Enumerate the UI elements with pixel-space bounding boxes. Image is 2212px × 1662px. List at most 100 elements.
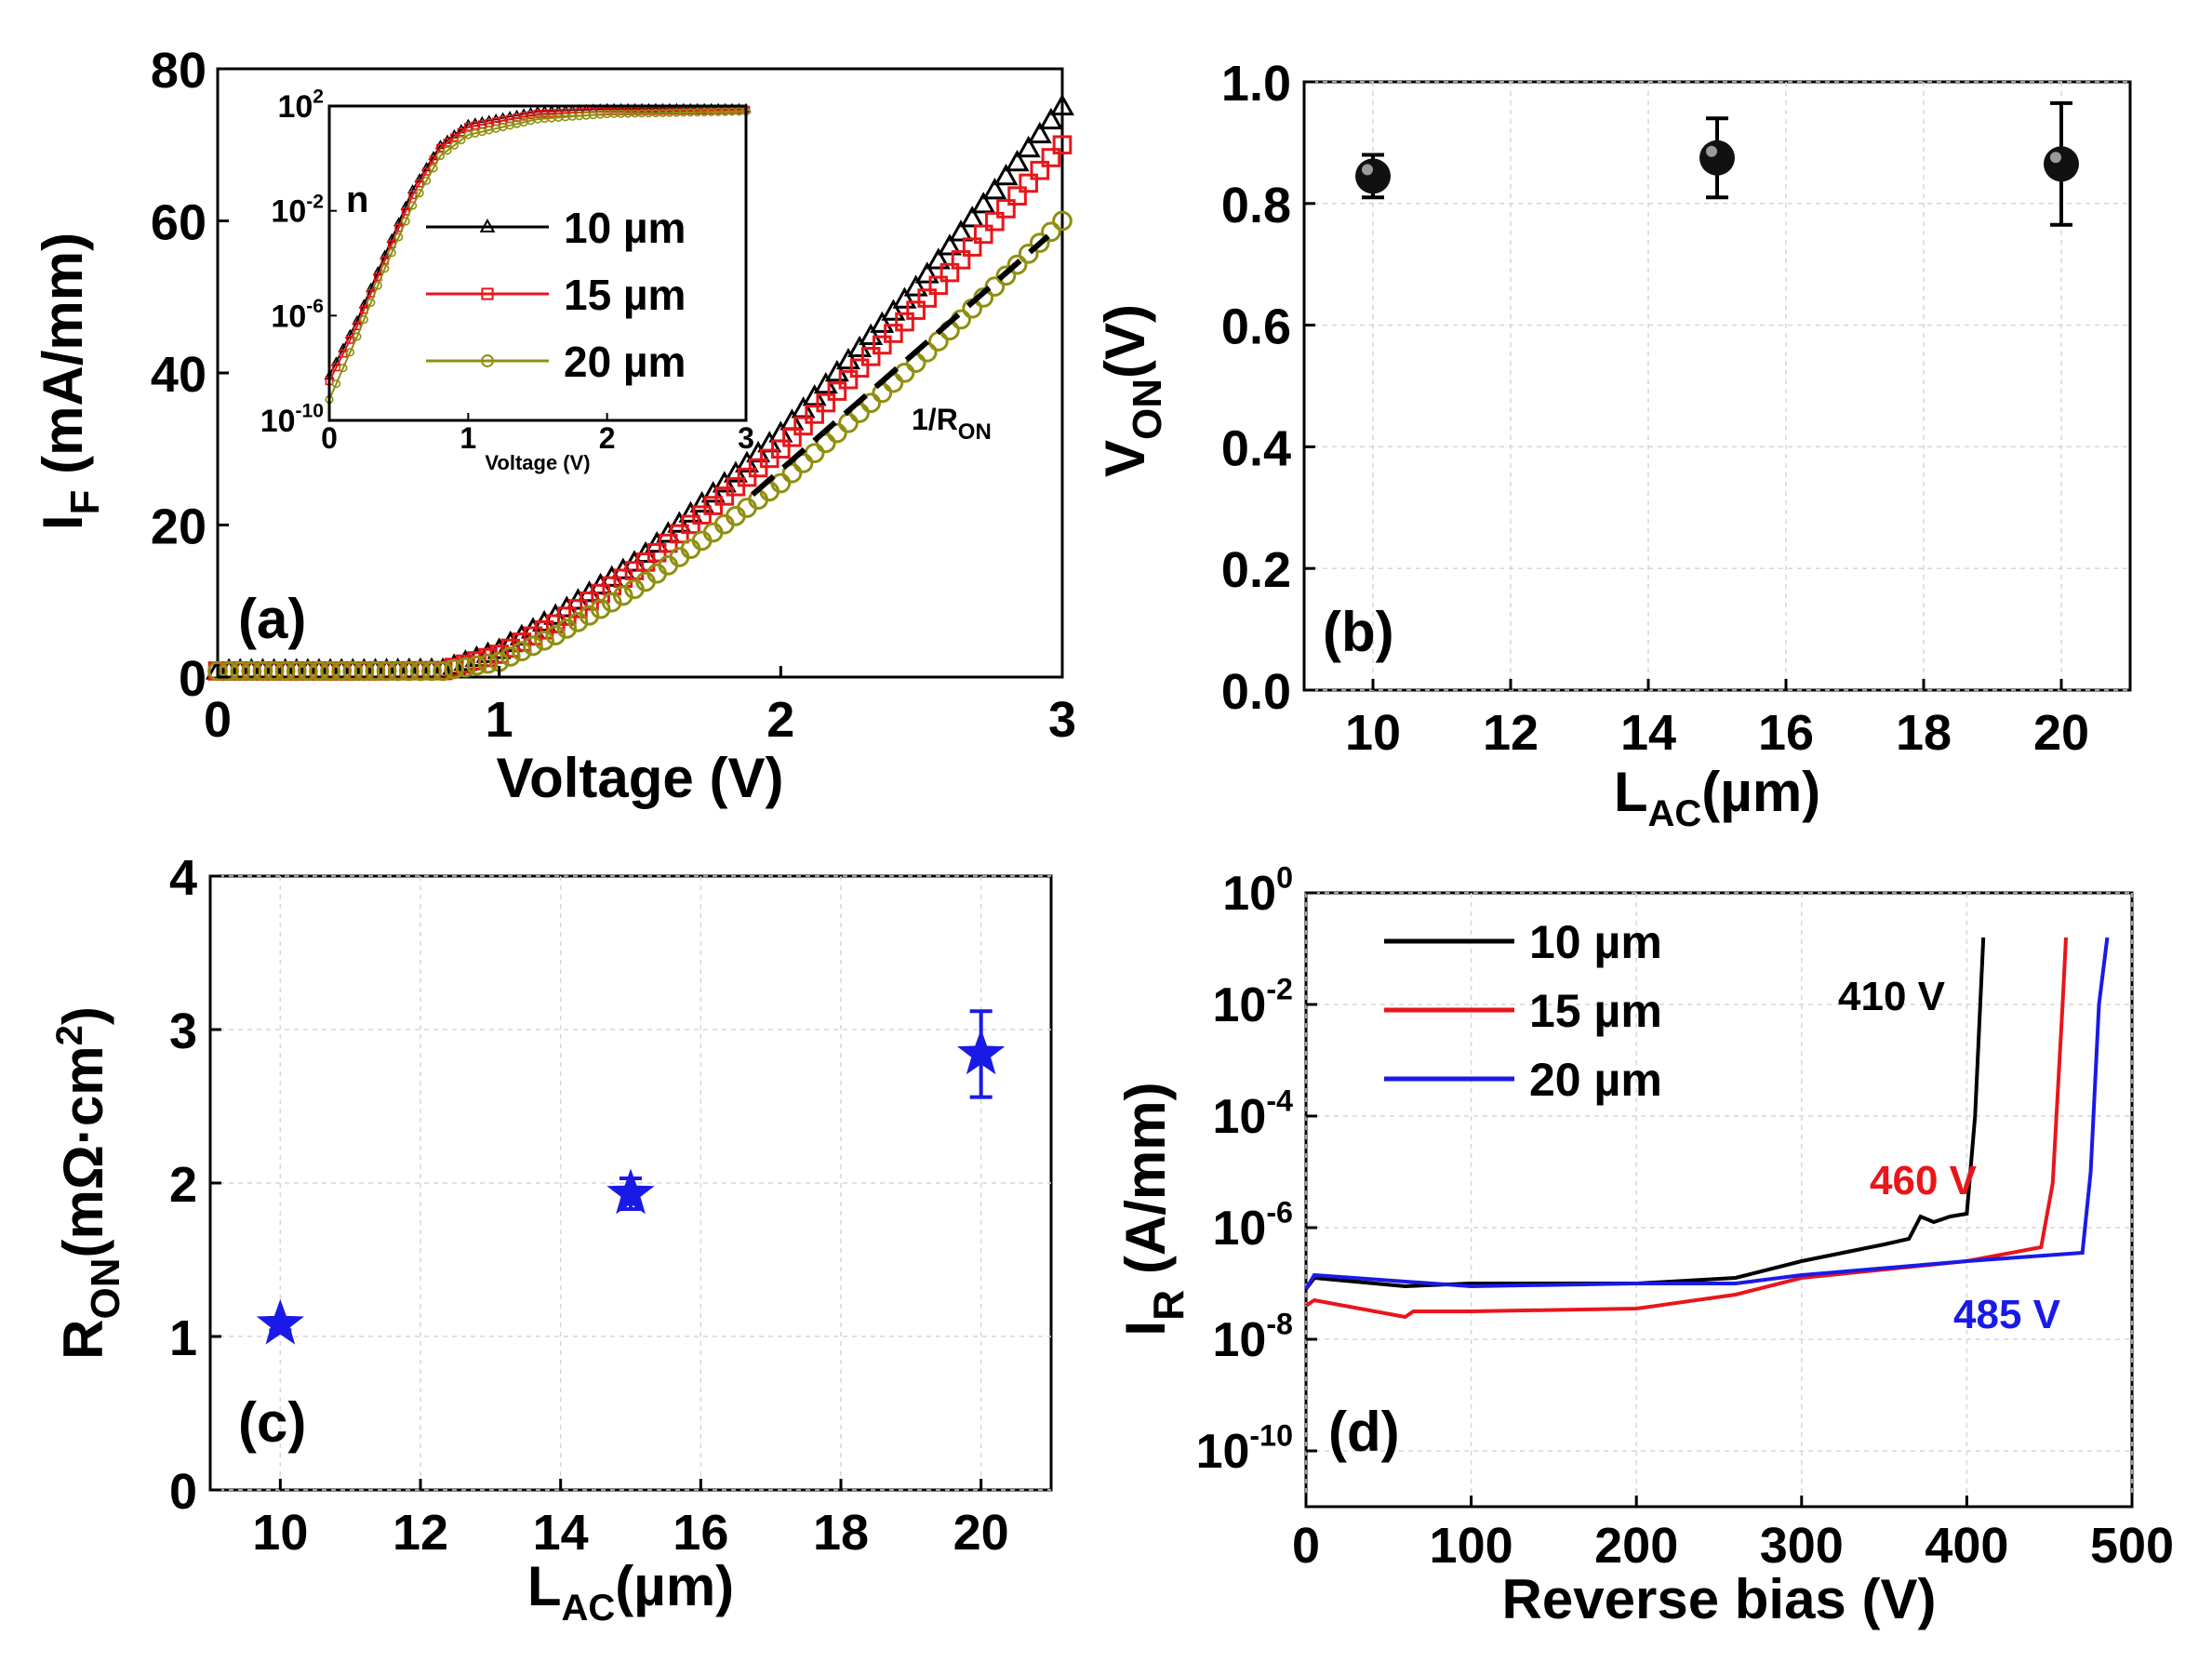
panel-a-marker <box>804 443 825 464</box>
panel-c-x-ticks: 10 12 14 16 18 20 <box>252 1479 1009 1561</box>
panel-c-star-point <box>957 1029 1006 1075</box>
panel-a-marker <box>612 585 633 606</box>
inset-marker <box>387 248 396 258</box>
panel-a-marker <box>928 275 949 296</box>
panel-a-marker <box>298 660 318 682</box>
panel-c-x-label: LAC(µm) <box>527 1555 734 1629</box>
panel-a-marker <box>793 416 813 436</box>
panel-a-marker <box>903 274 928 297</box>
panel-b-points <box>1355 100 2079 227</box>
panel-a-marker <box>455 657 476 678</box>
panel-a-marker <box>951 250 971 270</box>
inset-marker <box>373 281 382 290</box>
panel-a-marker <box>917 288 938 308</box>
inset-marker <box>359 314 368 325</box>
panel-a-marker <box>252 660 273 682</box>
inset-x-ticks: 0 1 2 3 <box>321 413 754 455</box>
panel-a-y-ticks: 0 20 40 60 80 <box>151 43 229 707</box>
panel-d-y-tick-label: 10-2 <box>1212 973 1293 1032</box>
panel-a-marker <box>982 178 1007 200</box>
panel-d-y-tick-label: 10-8 <box>1212 1308 1293 1367</box>
panel-d-x-tick-label: 200 <box>1594 1518 1678 1574</box>
panel-a-marker <box>827 381 847 401</box>
panel-c-x-tick-label: 10 <box>252 1505 308 1561</box>
inset-legend-label: 20 µm <box>564 338 686 386</box>
panel-a-marker <box>996 199 1016 219</box>
inset-legend-marker <box>481 354 494 367</box>
panel-c-star-point <box>256 1298 304 1345</box>
panel-a-marker <box>895 312 914 332</box>
panel-a-marker <box>793 453 814 473</box>
panel-a-marker <box>1005 149 1030 172</box>
panel-a-y-label: IF (mA/mm) <box>32 233 108 530</box>
panel-a-fit-line <box>751 233 1050 498</box>
panel-a-marker <box>1030 160 1050 180</box>
panel-a-marker <box>398 660 420 682</box>
panel-a-marker <box>1052 135 1073 155</box>
panel-a-x-tick-label: 1 <box>486 692 513 748</box>
panel-a-marker <box>601 592 622 613</box>
panel-b-y-label: VON(V) <box>1094 304 1170 477</box>
panel-a-marker <box>962 237 982 257</box>
panel-d-x-ticks: 0 100 200 300 400 500 <box>1292 1496 2174 1574</box>
inset-marker <box>366 298 376 307</box>
panel-a-x-tick-label: 2 <box>766 692 794 748</box>
panel-a-marker <box>960 206 985 228</box>
inset-x-tick-label: 3 <box>738 421 754 455</box>
inset-marker <box>345 348 355 357</box>
inset-series-2 <box>325 107 751 405</box>
panel-a-marker <box>993 164 1019 186</box>
panel-a-marker <box>579 605 600 626</box>
inset-marker <box>421 176 432 185</box>
panel-d-x-tick-label: 100 <box>1430 1518 1513 1574</box>
panel-b-grid <box>1304 81 2130 691</box>
panel-a-marker <box>985 211 1005 232</box>
panel-a-y-tick-label: 80 <box>151 43 207 99</box>
inset-line <box>328 110 747 400</box>
panel-d-grid <box>1305 892 2133 1507</box>
panel-a-marker <box>387 660 408 682</box>
panel-b: 10 12 14 16 18 20 0.00.20.40.60.81.0 LAC(µm) … <box>1094 56 2132 834</box>
panel-d-series-line <box>1304 937 2068 1320</box>
inset-legend-marker <box>479 218 496 233</box>
panel-a-marker <box>545 625 566 645</box>
panel-d-x-tick-label: 500 <box>2090 1518 2174 1574</box>
inset-x-label: Voltage (V) <box>485 451 590 474</box>
panel-b-x-tick-label: 16 <box>1758 705 1814 761</box>
panel-a-marker <box>567 612 589 632</box>
inset-marker <box>407 201 418 210</box>
panel-d-series-line <box>1304 937 1986 1291</box>
panel-a-marker <box>838 369 859 390</box>
panel-b-sphere-highlight <box>2050 152 2061 164</box>
panel-a-marker <box>512 632 532 652</box>
panel-a-marker <box>556 618 578 639</box>
inset-legend-marker <box>481 287 494 300</box>
inset-marker <box>435 151 446 161</box>
panel-a-marker <box>477 653 499 674</box>
panel-a-marker <box>498 630 523 653</box>
panel-a-marker <box>466 655 487 676</box>
panel-a-marker <box>1016 135 1041 158</box>
panel-a-marker <box>1027 121 1052 144</box>
panel-a-y-tick-label: 0 <box>179 651 207 707</box>
panel-a-series-group <box>205 93 1075 682</box>
panel-a-marker <box>781 462 803 484</box>
panel-a-marker <box>534 630 554 651</box>
panel-a-marker <box>219 660 239 682</box>
panel-a-marker <box>1006 254 1028 275</box>
panel-a-marker <box>286 660 307 682</box>
panel-b-sphere-highlight <box>1362 164 1373 176</box>
inset-marker <box>345 335 354 344</box>
panel-b-x-label: LAC(µm) <box>1614 761 1820 834</box>
panel-b-sphere-point <box>1699 140 1735 176</box>
panel-a-marker <box>331 660 353 682</box>
panel-c-y-tick-label: 2 <box>169 1157 197 1213</box>
panel-c-x-tick-label: 16 <box>673 1505 728 1561</box>
panel-a-marker <box>1049 93 1075 116</box>
inset-x-tick-label: 2 <box>599 421 616 455</box>
panel-a-marker <box>971 192 996 214</box>
panel-c-x-tick-label: 14 <box>533 1505 589 1561</box>
panel-b-sphere-point <box>2044 146 2079 182</box>
